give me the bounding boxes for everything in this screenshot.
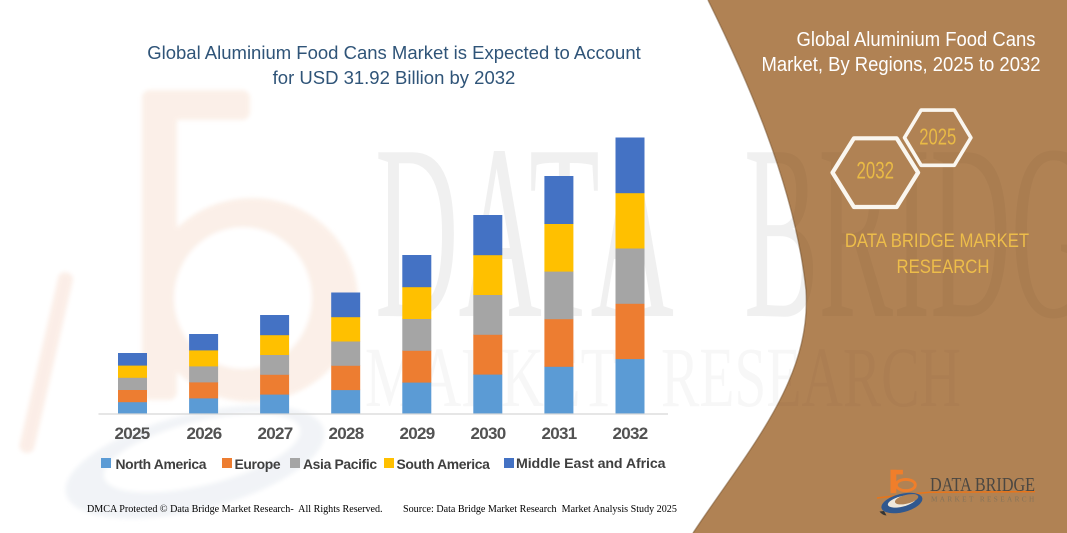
svg-text:2025: 2025 <box>919 124 956 150</box>
svg-text:DATA BRIDGE: DATA BRIDGE <box>930 474 1035 496</box>
svg-text:2032: 2032 <box>857 158 895 185</box>
svg-text:MARKET RESEARCH: MARKET RESEARCH <box>931 496 1037 504</box>
